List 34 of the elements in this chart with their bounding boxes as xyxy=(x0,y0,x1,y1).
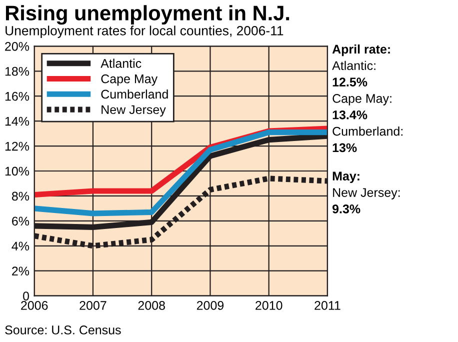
y-tick-label: 14% xyxy=(5,116,30,126)
source-note: Source: U.S. Census xyxy=(5,326,121,334)
legend-label: Cape May xyxy=(101,74,158,86)
x-tick-label: 2010 xyxy=(256,301,282,310)
text: Cumberland: xyxy=(332,126,402,136)
y-tick-label: 8% xyxy=(12,192,30,201)
text: 13% xyxy=(332,143,357,152)
x-tick-label: 2008 xyxy=(138,301,165,310)
y-tick-label: 6% xyxy=(12,216,30,226)
x-tick-label: 2007 xyxy=(80,301,106,310)
text: Cape May: xyxy=(332,94,392,106)
text: 9.3% xyxy=(332,204,360,214)
x-tick-label: 2006 xyxy=(21,301,48,310)
legend-label: Atlantic xyxy=(100,58,142,68)
y-tick-label: 16% xyxy=(5,92,30,101)
text: May: xyxy=(332,172,360,183)
text: Atlantic: xyxy=(332,60,376,70)
x-tick-label: 2011 xyxy=(314,301,340,310)
text: 13.4% xyxy=(332,110,368,120)
chart-title: Rising unemployment in N.J. xyxy=(6,5,290,25)
legend-label: New Jersey xyxy=(102,105,166,117)
chart-subtitle: Unemployment rates for local counties, 2006-11 xyxy=(6,26,284,38)
text: New Jersey: xyxy=(333,188,400,200)
text: 12.5% xyxy=(332,78,368,86)
y-tick-label: 2% xyxy=(12,266,30,276)
y-tick-label: 20% xyxy=(5,42,30,51)
legend-label: Cumberland xyxy=(101,89,168,99)
y-tick-label: 10% xyxy=(5,166,30,176)
y-tick-label: 0 xyxy=(23,292,29,300)
y-tick-label: 4% xyxy=(12,242,30,250)
y-tick-label: 12% xyxy=(5,142,30,151)
y-tick-label: 18% xyxy=(5,66,30,76)
text: April rate: xyxy=(332,44,390,56)
x-tick-label: 2009 xyxy=(196,301,224,310)
